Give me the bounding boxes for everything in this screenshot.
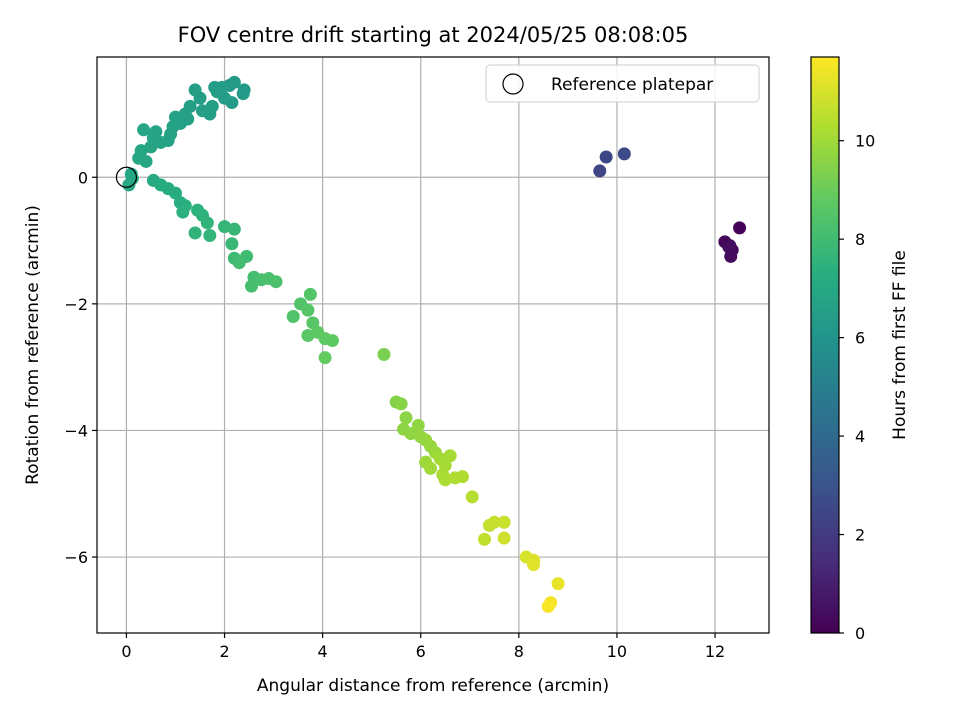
scatter-point: [139, 154, 153, 168]
colorbar-label: Hours from first FF file: [890, 250, 910, 440]
colorbar-tick-label: 4: [855, 427, 865, 446]
x-axis-ticks: 0 2 4 6 8 10 12: [121, 633, 725, 661]
x-tick-label: 8: [514, 642, 524, 661]
x-axis-label: Angular distance from reference (arcmin): [257, 676, 609, 696]
reference-marker: [115, 166, 138, 188]
y-tick-label: −4: [64, 421, 88, 440]
colorbar-frame: [810, 56, 840, 634]
scatter-point: [478, 532, 492, 546]
scatter-point: [245, 279, 259, 293]
scatter-point: [210, 85, 224, 99]
x-tick-label: 10: [607, 642, 627, 661]
colorbar-tick-label: 10: [855, 132, 875, 151]
scatter-point: [236, 87, 250, 101]
scatter-point: [269, 275, 283, 289]
colorbar-tick-label: 6: [855, 329, 865, 348]
scatter-point: [303, 287, 317, 301]
scatter-point: [122, 178, 136, 192]
scatter-point: [144, 140, 158, 154]
chart-title: FOV centre drift starting at 2024/05/25 …: [178, 23, 689, 47]
scatter-point: [200, 216, 214, 230]
scatter-point: [399, 411, 413, 425]
scatter-point: [301, 329, 315, 343]
scatter-points: [122, 75, 747, 613]
scatter-point: [188, 83, 202, 97]
colorbar-tick-label: 0: [855, 624, 865, 643]
grid: [97, 57, 769, 633]
scatter-point: [377, 347, 391, 361]
scatter-point: [527, 558, 541, 572]
reference-platepar-marker: [115, 166, 138, 188]
x-tick-label: 4: [318, 642, 328, 661]
scatter-point: [487, 515, 501, 529]
scatter-point: [318, 351, 332, 365]
scatter-point: [722, 240, 736, 254]
x-tick-label: 0: [121, 642, 131, 661]
scatter-point: [438, 473, 452, 487]
scatter-point: [137, 123, 151, 137]
x-tick-label: 6: [416, 642, 426, 661]
legend-box: [485, 64, 760, 103]
scatter-point: [465, 490, 479, 504]
scatter-point: [227, 75, 241, 89]
colorbar-gradient: [811, 57, 839, 633]
scatter-point: [733, 221, 747, 235]
legend-entry-reference: Reference platepar: [551, 75, 713, 95]
scatter-point: [394, 397, 408, 411]
colorbar-ticks: 0 2 4 6 8 10: [839, 132, 875, 643]
scatter-point: [497, 515, 511, 529]
legend: Reference platepar: [485, 64, 760, 103]
y-axis-ticks: −6 −4 −2 0: [64, 168, 97, 567]
colorbar: 0 2 4 6 8 10 Hours from first FF file: [810, 56, 910, 643]
scatter-point: [205, 99, 219, 113]
y-tick-label: 0: [78, 168, 88, 187]
scatter-point: [286, 310, 300, 324]
scatter-point: [593, 164, 607, 178]
scatter-point: [455, 470, 469, 484]
scatter-point: [232, 256, 246, 270]
scatter-point: [176, 205, 190, 219]
y-tick-label: −6: [64, 548, 88, 567]
scatter-point: [551, 577, 565, 591]
plot-frame: [96, 56, 770, 634]
scatter-point: [599, 150, 613, 164]
scatter-point: [195, 104, 209, 118]
scatter-point: [188, 226, 202, 240]
scatter-point: [617, 147, 631, 161]
scatter-point: [443, 449, 457, 463]
scatter-point: [541, 599, 555, 613]
x-tick-label: 12: [705, 642, 725, 661]
scatter-point: [325, 334, 339, 348]
scatter-point: [203, 228, 217, 242]
scatter-point: [301, 303, 315, 317]
scatter-point: [424, 461, 438, 475]
colorbar-tick-label: 8: [855, 230, 865, 249]
colorbar-tick-label: 2: [855, 526, 865, 545]
y-axis-label: Rotation from reference (arcmin): [23, 205, 43, 485]
scatter-point: [227, 222, 241, 236]
x-tick-label: 2: [219, 642, 229, 661]
scatter-point: [225, 237, 239, 251]
scatter-point: [497, 531, 511, 545]
legend-marker-icon: [502, 73, 524, 95]
scatter-point: [411, 418, 425, 432]
scatter-point: [218, 220, 232, 234]
y-tick-label: −2: [64, 295, 88, 314]
